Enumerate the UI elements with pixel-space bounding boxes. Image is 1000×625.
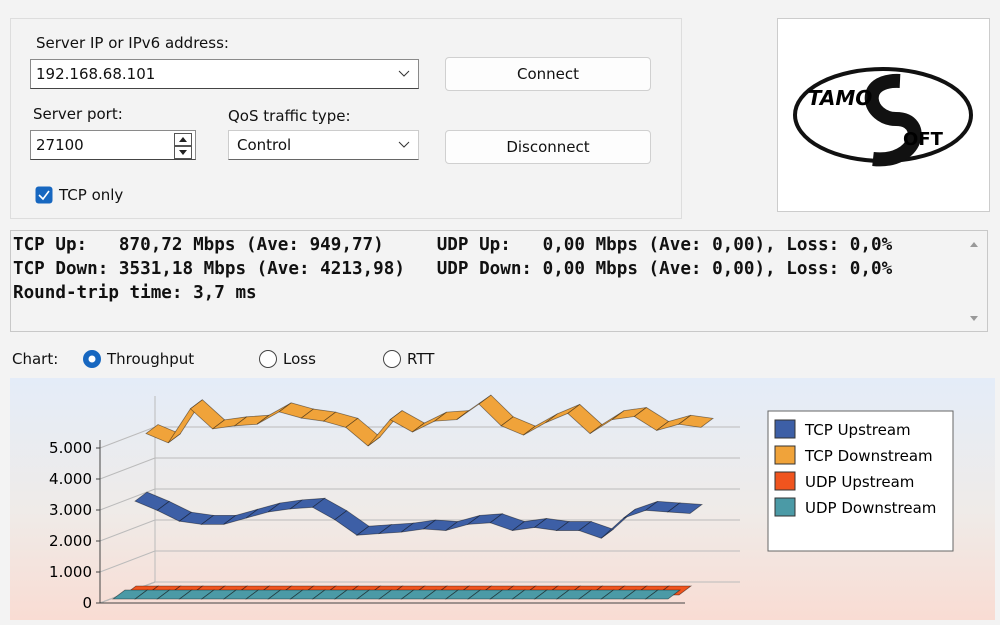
logo-box: TAMO OFT <box>777 18 990 212</box>
tcp-only-checkbox[interactable] <box>35 186 53 204</box>
y-tick-label: 1.000 <box>49 563 92 581</box>
series-ribbon <box>677 414 715 428</box>
scrollbar[interactable] <box>969 239 979 323</box>
radio-dot <box>88 355 96 363</box>
legend-label: UDP Upstream <box>805 473 914 491</box>
port-label: Server port: <box>33 105 123 123</box>
legend-box <box>767 410 954 552</box>
grid-line <box>99 457 156 480</box>
y-tick-label: 5.000 <box>49 439 92 457</box>
checkbox-fill <box>35 186 53 204</box>
connection-panel <box>10 18 682 219</box>
grid-line <box>99 550 156 573</box>
logo-bottom: OFT <box>903 129 944 150</box>
server-value: 192.168.68.101 <box>36 65 156 83</box>
legend-label: TCP Upstream <box>804 421 911 439</box>
legend-label: TCP Downstream <box>804 447 933 465</box>
grid-line <box>99 519 156 542</box>
port-input[interactable]: 27100 <box>30 130 196 160</box>
chart-label: Chart: <box>12 350 59 368</box>
qos-value: Control <box>237 136 292 154</box>
disconnect-button[interactable]: Disconnect <box>445 130 651 164</box>
chart: 0 1.000 2.000 3.000 4.000 5.000 TCP Upstream TC… <box>10 378 995 620</box>
grid-line <box>99 488 156 511</box>
checkmark <box>38 190 50 201</box>
status-box: TCP Up: 870,72 Mbps (Ave: 949,77) UDP Up… <box>10 230 988 332</box>
legend-swatch <box>774 419 796 439</box>
server-label: Server IP or IPv6 address: <box>36 34 229 52</box>
qos-label: QoS traffic type: <box>228 107 351 125</box>
radio-button[interactable] <box>382 349 402 369</box>
connect-button[interactable]: Connect <box>445 57 651 91</box>
radio-button[interactable] <box>82 349 102 369</box>
y-tick-label: 4.000 <box>49 470 92 488</box>
radio-label: RTT <box>407 350 435 368</box>
dropdown-arrow <box>398 141 410 148</box>
legend-swatch <box>774 445 796 465</box>
series-ribbon <box>644 589 682 600</box>
series-ribbon <box>666 502 704 514</box>
status-line: TCP Up: 870,72 Mbps (Ave: 949,77) UDP Up… <box>13 235 893 255</box>
radio-label: Throughput <box>107 350 195 368</box>
grid-line <box>99 426 156 449</box>
dropdown-arrow <box>398 70 410 77</box>
status-line: Round-trip time: 3,7 ms <box>13 283 257 303</box>
radio-ring <box>383 350 401 368</box>
status-line: TCP Down: 3531,18 Mbps (Ave: 4213,98) UD… <box>13 259 893 279</box>
y-tick-label: 3.000 <box>49 501 92 519</box>
tcp-only-label: TCP only <box>59 186 124 204</box>
port-value: 27100 <box>36 136 84 154</box>
radio-label: Loss <box>283 350 316 368</box>
logo: TAMO OFT <box>793 67 973 167</box>
qos-select[interactable]: Control <box>228 130 419 160</box>
legend-label: UDP Downstream <box>805 499 936 517</box>
y-tick-label: 0 <box>82 594 92 612</box>
radio-ring <box>259 350 277 368</box>
y-tick-label: 2.000 <box>49 532 92 550</box>
logo-top: TAMO <box>808 86 872 110</box>
radio-button[interactable] <box>258 349 278 369</box>
legend-swatch <box>774 497 796 517</box>
spin-buttons[interactable] <box>174 133 192 159</box>
server-input[interactable]: 192.168.68.101 <box>30 59 419 89</box>
legend-swatch <box>774 471 796 491</box>
